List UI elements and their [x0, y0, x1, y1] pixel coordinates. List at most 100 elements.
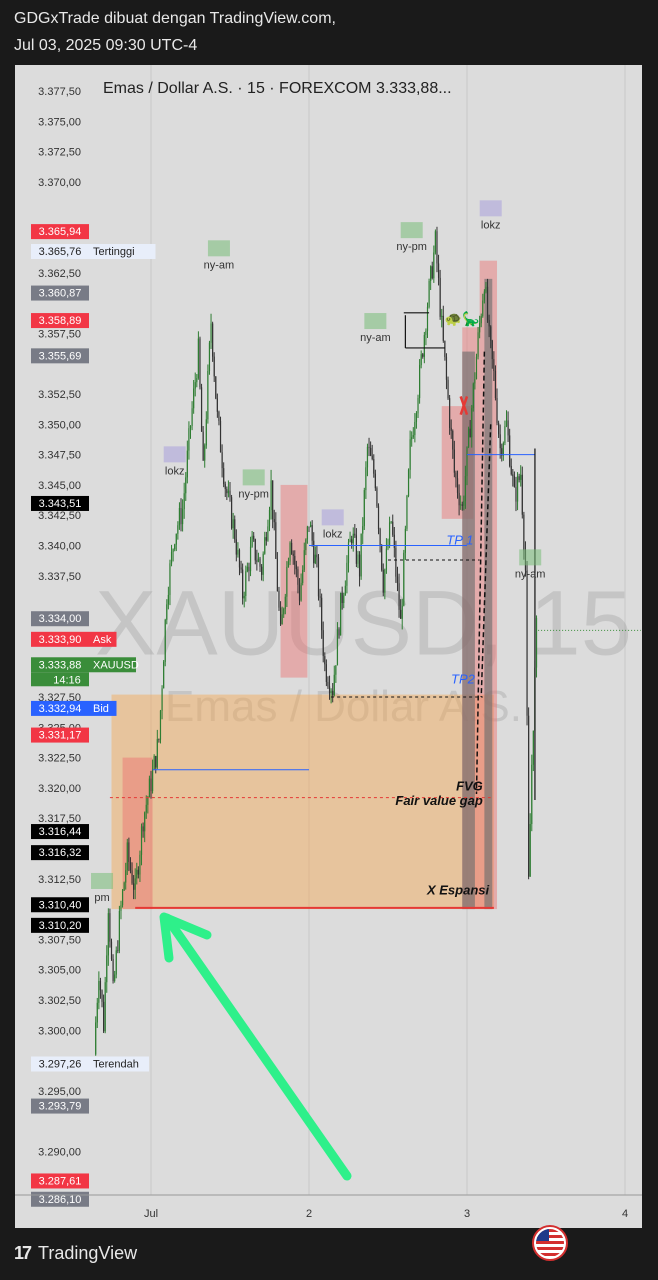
price-tag-label-box: [89, 657, 136, 673]
candle: [286, 561, 288, 607]
candle-body: [265, 537, 267, 541]
candle-body: [531, 764, 533, 825]
candle-body: [275, 522, 277, 559]
price-tag: 3.310,20: [31, 917, 89, 933]
candle-body: [227, 490, 230, 494]
chart-panel[interactable]: XAUUSD, 15Emas / Dollar A.S.ny-amlokzny-…: [15, 65, 642, 1261]
candle: [515, 476, 517, 512]
candle: [412, 427, 414, 439]
watermark-symbol: XAUUSD, 15: [95, 573, 632, 675]
candle: [202, 426, 204, 461]
candle-body: [355, 535, 357, 564]
candle: [479, 315, 481, 339]
countdown-box: [31, 672, 89, 687]
candle-body: [153, 756, 155, 770]
candle-body: [166, 604, 168, 620]
candle: [291, 539, 293, 555]
candle: [199, 336, 201, 390]
price-tag: 3.365,94: [31, 224, 89, 240]
candle: [453, 440, 455, 478]
candle-body: [172, 549, 174, 552]
candle: [396, 566, 399, 592]
candle-body: [387, 545, 389, 549]
candle-body: [107, 913, 109, 956]
candle-body: [456, 478, 459, 493]
tradingview-brand[interactable]: 17 TradingView: [14, 1243, 137, 1264]
candle-body: [324, 656, 326, 665]
candle-body: [279, 607, 282, 625]
candle-body: [395, 547, 397, 577]
candle-body: [99, 980, 102, 991]
candle-body: [352, 533, 354, 544]
price-tag-box: [31, 700, 89, 716]
price-tag: 3.293,79: [31, 1098, 89, 1114]
candle: [232, 512, 234, 539]
price-tag-label: Bid: [93, 703, 109, 715]
price-tag-box: [31, 495, 89, 511]
candle-body: [126, 842, 128, 871]
annotation-label: Fair value gap: [395, 793, 482, 808]
candle-body: [237, 549, 239, 555]
price-tag-box: [31, 285, 89, 301]
candle-body: [224, 484, 226, 490]
candle-body: [215, 376, 217, 399]
y-tick-label: 3.377,50: [38, 86, 81, 98]
candle-body: [306, 526, 309, 540]
candle-body: [381, 544, 383, 570]
candle-body: [178, 508, 181, 526]
candle: [261, 564, 263, 581]
price-tag: 3.333,90 Ask: [31, 631, 117, 647]
candle: [379, 527, 381, 553]
candle-body: [140, 826, 143, 855]
candle: [208, 340, 211, 375]
price-tag-value: 3.332,94: [39, 703, 82, 715]
candle-body: [112, 959, 114, 981]
candle-body: [226, 489, 228, 494]
candle-body: [428, 281, 430, 307]
candle: [521, 466, 523, 519]
candle: [289, 541, 291, 566]
candle: [422, 352, 424, 359]
price-tag-value: 3.365,76: [39, 246, 82, 258]
candle: [366, 443, 369, 477]
price-tag-value: 3.293,79: [39, 1101, 82, 1113]
candle-body: [300, 582, 302, 601]
price-tag-box: [31, 727, 89, 743]
candle: [110, 938, 113, 961]
candle-body: [291, 542, 293, 554]
candle: [447, 376, 449, 400]
x-marker: [459, 396, 469, 416]
candle: [114, 970, 116, 983]
candle-body: [197, 338, 199, 379]
candle-body: [420, 354, 422, 366]
price-tag-box: [31, 845, 89, 861]
candle: [142, 822, 144, 838]
x-tick-label: 3: [464, 1208, 470, 1220]
candle-body: [426, 306, 429, 331]
candle-body: [479, 323, 481, 333]
candle: [395, 540, 397, 583]
session-label: ny-pm: [396, 241, 427, 253]
candle-body: [472, 383, 474, 409]
price-chart[interactable]: XAUUSD, 15Emas / Dollar A.S.ny-amlokzny-…: [15, 65, 642, 1228]
candle: [180, 498, 182, 532]
candle-body: [175, 533, 177, 545]
candle: [406, 494, 408, 532]
candle-body: [513, 476, 515, 487]
candle: [498, 420, 500, 438]
price-tag: 3.333,88 XAUUSD 14:16: [31, 657, 139, 687]
candle: [155, 755, 157, 774]
candle-body: [183, 493, 185, 510]
candle: [531, 754, 533, 832]
candle-body: [365, 467, 367, 491]
candle: [224, 481, 226, 498]
candle: [374, 469, 376, 491]
candle: [147, 795, 149, 814]
candle: [455, 470, 457, 488]
candle: [535, 615, 538, 678]
candle: [251, 530, 253, 548]
candle: [177, 521, 179, 540]
candle: [297, 566, 299, 594]
candle: [430, 265, 432, 291]
candle: [324, 652, 326, 672]
